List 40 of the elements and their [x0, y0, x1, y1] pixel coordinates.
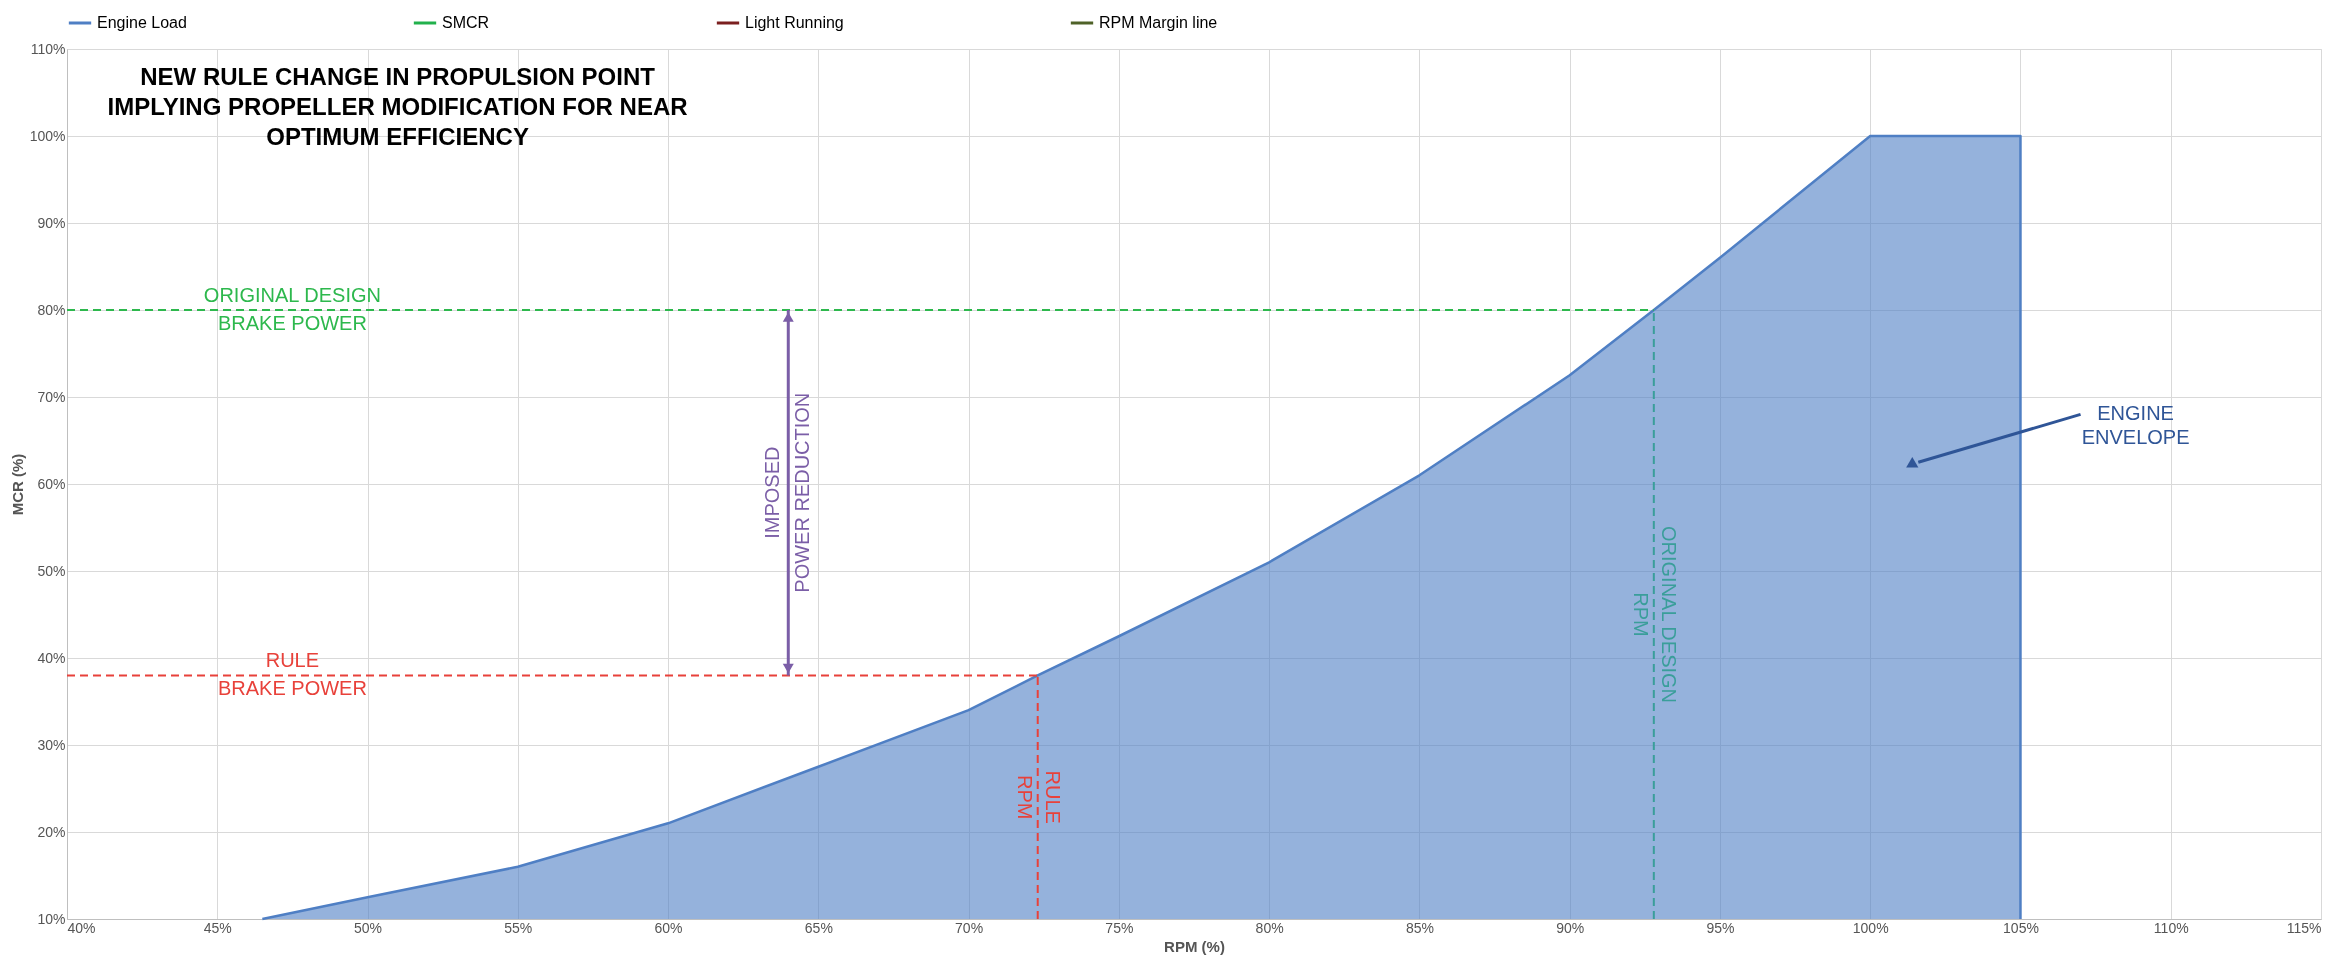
x-tick-label: 110%: [2153, 919, 2189, 936]
legend-label: RPM Margin line: [1099, 14, 1218, 31]
annotation: IMPOSED POWER REDUCTION: [761, 392, 814, 593]
y-tick-label: 30%: [37, 736, 66, 753]
x-tick-label: 95%: [1706, 919, 1735, 936]
x-tick-label: 100%: [1852, 919, 1889, 936]
x-axis-title: RPM (%): [1164, 937, 1225, 955]
x-tick-label: 40%: [67, 919, 96, 936]
y-tick-label: 110%: [30, 40, 66, 57]
y-tick-label: 70%: [37, 388, 66, 405]
x-tick-label: 55%: [504, 919, 533, 936]
y-tick-label: 10%: [37, 910, 66, 927]
x-tick-label: 115%: [2286, 919, 2322, 936]
y-tick-label: 40%: [37, 649, 66, 666]
ref-line-label: RULE BRAKE POWER: [217, 649, 367, 700]
x-tick-label: 70%: [955, 919, 984, 936]
y-tick-label: 100%: [29, 127, 66, 144]
legend-label: Light Running: [745, 14, 844, 31]
legend-label: Engine Load: [97, 14, 187, 31]
ref-line-label: RULE RPM: [1013, 770, 1064, 824]
y-tick-label: 50%: [37, 562, 66, 579]
x-tick-label: 60%: [654, 919, 683, 936]
x-tick-label: 105%: [2003, 919, 2039, 936]
x-tick-label: 90%: [1556, 919, 1585, 936]
ref-line-label: ORIGINAL DESIGN RPM: [1629, 525, 1680, 704]
legend-label: SMCR: [442, 14, 490, 31]
x-tick-label: 50%: [354, 919, 383, 936]
x-tick-label: 65%: [804, 919, 833, 936]
y-tick-label: 60%: [37, 475, 66, 492]
ref-line-label: ORIGINAL DESIGN BRAKE POWER: [203, 284, 381, 334]
x-tick-label: 75%: [1105, 919, 1134, 936]
x-tick-label: 85%: [1405, 919, 1434, 936]
y-axis-title: MCR (%): [8, 453, 26, 516]
annotation: ENGINE ENVELOPE: [2081, 402, 2190, 449]
y-tick-label: 20%: [37, 823, 66, 840]
y-tick-label: 80%: [37, 301, 66, 318]
x-tick-label: 80%: [1255, 919, 1284, 936]
x-tick-label: 45%: [203, 919, 232, 936]
text: NEW RULE CHANGE IN PROPULSION POINT IMPLYING PROPELLER MODIFICATION FOR NEAR OPTIMUM EFFICIENCY: [107, 63, 688, 151]
y-tick-label: 90%: [37, 214, 66, 231]
